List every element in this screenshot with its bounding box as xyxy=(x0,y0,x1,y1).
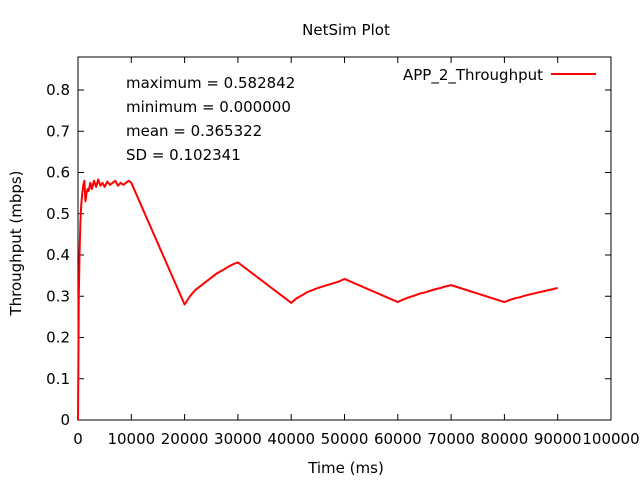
x-tick-label: 10000 xyxy=(107,430,155,448)
x-tick-label: 50000 xyxy=(321,430,369,448)
stat-line: mean = 0.365322 xyxy=(126,122,262,140)
y-tick-label: 0.8 xyxy=(46,81,70,99)
stat-line: minimum = 0.000000 xyxy=(126,98,291,116)
legend-label: APP_2_Throughput xyxy=(403,66,543,85)
x-tick-label: 40000 xyxy=(267,430,315,448)
y-tick-label: 0.2 xyxy=(46,329,70,347)
stat-line: maximum = 0.582842 xyxy=(126,74,295,92)
stats-box: maximum = 0.582842 minimum = 0.000000 mean… xyxy=(126,74,295,164)
y-tick-label: 0.3 xyxy=(46,287,70,305)
x-tick-label: 70000 xyxy=(427,430,475,448)
x-axis-label: Time (ms) xyxy=(307,459,384,477)
x-tick-label: 60000 xyxy=(374,430,422,448)
x-tick-label: 90000 xyxy=(534,430,582,448)
y-tick-label: 0.7 xyxy=(46,122,70,140)
x-axis-ticks: 0 10000 20000 30000 40000 50000 60000 70000 8000… xyxy=(73,57,640,448)
y-tick-label: 0.1 xyxy=(46,370,70,388)
y-tick-label: 0.5 xyxy=(46,205,70,223)
y-tick-label: 0.6 xyxy=(46,164,70,182)
legend: APP_2_Throughput xyxy=(403,66,596,85)
x-tick-label: 100000 xyxy=(582,430,639,448)
stat-line: SD = 0.102341 xyxy=(126,146,241,164)
y-tick-label: 0 xyxy=(60,411,70,429)
series-line-app-2-throughput xyxy=(77,178,558,421)
x-tick-label: 0 xyxy=(73,430,83,448)
y-axis-label: Throughput (mbps) xyxy=(7,170,25,316)
chart-title: NetSim Plot xyxy=(302,21,390,39)
y-axis-ticks: 0 0.1 0.2 0.3 0.4 0.5 0.6 0.7 0.8 xyxy=(46,81,611,429)
x-tick-label: 30000 xyxy=(214,430,262,448)
x-tick-label: 80000 xyxy=(481,430,529,448)
x-tick-label: 20000 xyxy=(161,430,209,448)
y-tick-label: 0.4 xyxy=(46,246,70,264)
series-layer xyxy=(77,178,558,421)
